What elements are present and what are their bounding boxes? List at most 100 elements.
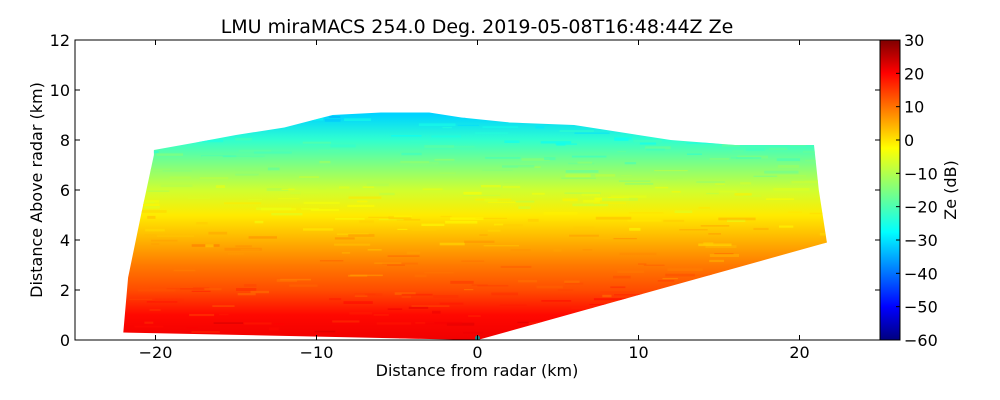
- echo-streak: [324, 119, 341, 122]
- echo-streak: [130, 203, 144, 206]
- echo-streak: [564, 280, 580, 283]
- echo-streak: [483, 245, 519, 247]
- echo-streak: [394, 292, 416, 295]
- echo-streak: [362, 186, 375, 188]
- echo-streak: [231, 116, 248, 119]
- echo-streak: [718, 320, 745, 323]
- echo-streak: [348, 234, 375, 237]
- echo-streak: [789, 326, 803, 329]
- echo-streak: [521, 158, 550, 161]
- echo-streak: [440, 215, 452, 218]
- echo-streak: [572, 203, 609, 207]
- echo-streak: [423, 149, 461, 152]
- echo-streak: [709, 254, 739, 257]
- echo-streak: [273, 323, 285, 326]
- echo-streak: [564, 282, 584, 285]
- echo-streak: [595, 216, 632, 220]
- echo-streak: [156, 153, 184, 156]
- echo-streak: [811, 305, 827, 307]
- echo-streak: [565, 170, 599, 173]
- echo-streak: [244, 322, 272, 325]
- echo-streak: [654, 170, 688, 172]
- x-tick-label: 10: [628, 343, 648, 362]
- echo-streak: [600, 291, 635, 295]
- echo-streak: [334, 243, 371, 246]
- echo-streak: [662, 278, 678, 280]
- echo-streak: [334, 237, 355, 240]
- x-tick-label: −10: [300, 343, 334, 362]
- echo-streak: [610, 286, 626, 289]
- echo-streak: [724, 294, 752, 296]
- echo-streak: [695, 117, 722, 121]
- echo-streak: [792, 121, 827, 124]
- echo-streak: [462, 194, 501, 197]
- echo-streak: [445, 220, 478, 224]
- echo-streak: [301, 208, 320, 210]
- echo-streak: [333, 262, 350, 264]
- echo-streak: [341, 252, 351, 254]
- echo-streak: [204, 288, 222, 291]
- echo-streak: [149, 309, 161, 311]
- echo-streak: [343, 301, 373, 304]
- echo-streak: [777, 334, 801, 336]
- echo-streak: [718, 278, 731, 280]
- echo-streak: [160, 184, 193, 187]
- echo-streak: [127, 122, 157, 126]
- echo-streak: [764, 170, 799, 174]
- y-tick-label: 8: [60, 131, 70, 150]
- echo-streak: [648, 335, 674, 338]
- plot-area: −20 −10 0 10 20 0 2 4 6 8 10 12: [50, 31, 881, 362]
- echo-streak: [145, 228, 165, 232]
- echo-streak: [143, 150, 159, 154]
- echo-streak: [191, 331, 220, 333]
- echo-streak: [442, 126, 452, 129]
- echo-streak: [531, 192, 545, 195]
- echo-streak: [722, 144, 740, 147]
- echo-streak: [592, 321, 628, 323]
- echo-streak: [729, 305, 750, 308]
- echo-streak: [646, 125, 661, 127]
- echo-streak: [703, 242, 714, 245]
- echo-streak: [300, 117, 324, 121]
- echo-streak: [213, 322, 243, 324]
- echo-streak: [623, 119, 652, 122]
- echo-streak: [544, 219, 570, 221]
- echo-streak: [527, 218, 539, 222]
- echo-streak: [393, 215, 412, 218]
- echo-streak: [808, 140, 827, 143]
- echo-streak: [425, 321, 462, 325]
- echo-streak: [332, 320, 360, 323]
- colorbar-tick-label: 20: [904, 64, 924, 83]
- echo-streak: [614, 136, 632, 140]
- echo-streak: [668, 332, 682, 334]
- echo-streak: [188, 139, 224, 143]
- echo-streak: [475, 217, 507, 219]
- echo-streak: [686, 142, 719, 144]
- echo-streak: [565, 174, 591, 178]
- echo-streak: [387, 264, 405, 266]
- echo-streak: [673, 318, 700, 320]
- echo-streak: [487, 229, 501, 232]
- echo-streak: [236, 288, 257, 291]
- echo-streak: [724, 331, 759, 334]
- echo-streak: [577, 161, 593, 164]
- echo-streak: [248, 199, 263, 201]
- echo-streak: [131, 116, 159, 119]
- echo-streak: [408, 306, 429, 309]
- echo-streak: [709, 158, 730, 160]
- echo-streak: [714, 253, 734, 255]
- echo-streak: [611, 195, 647, 198]
- echo-streak: [396, 218, 421, 221]
- echo-streak: [614, 294, 647, 296]
- echo-streak: [504, 140, 520, 143]
- echo-streak: [769, 309, 779, 312]
- echo-streak: [802, 150, 827, 153]
- echo-streak: [151, 239, 178, 242]
- echo-streak: [804, 179, 827, 182]
- echo-streak: [638, 263, 647, 265]
- echo-streak: [238, 149, 272, 152]
- echo-streak: [439, 302, 464, 305]
- echo-streak: [528, 321, 551, 325]
- echo-streak: [276, 279, 298, 282]
- echo-streak: [654, 320, 675, 323]
